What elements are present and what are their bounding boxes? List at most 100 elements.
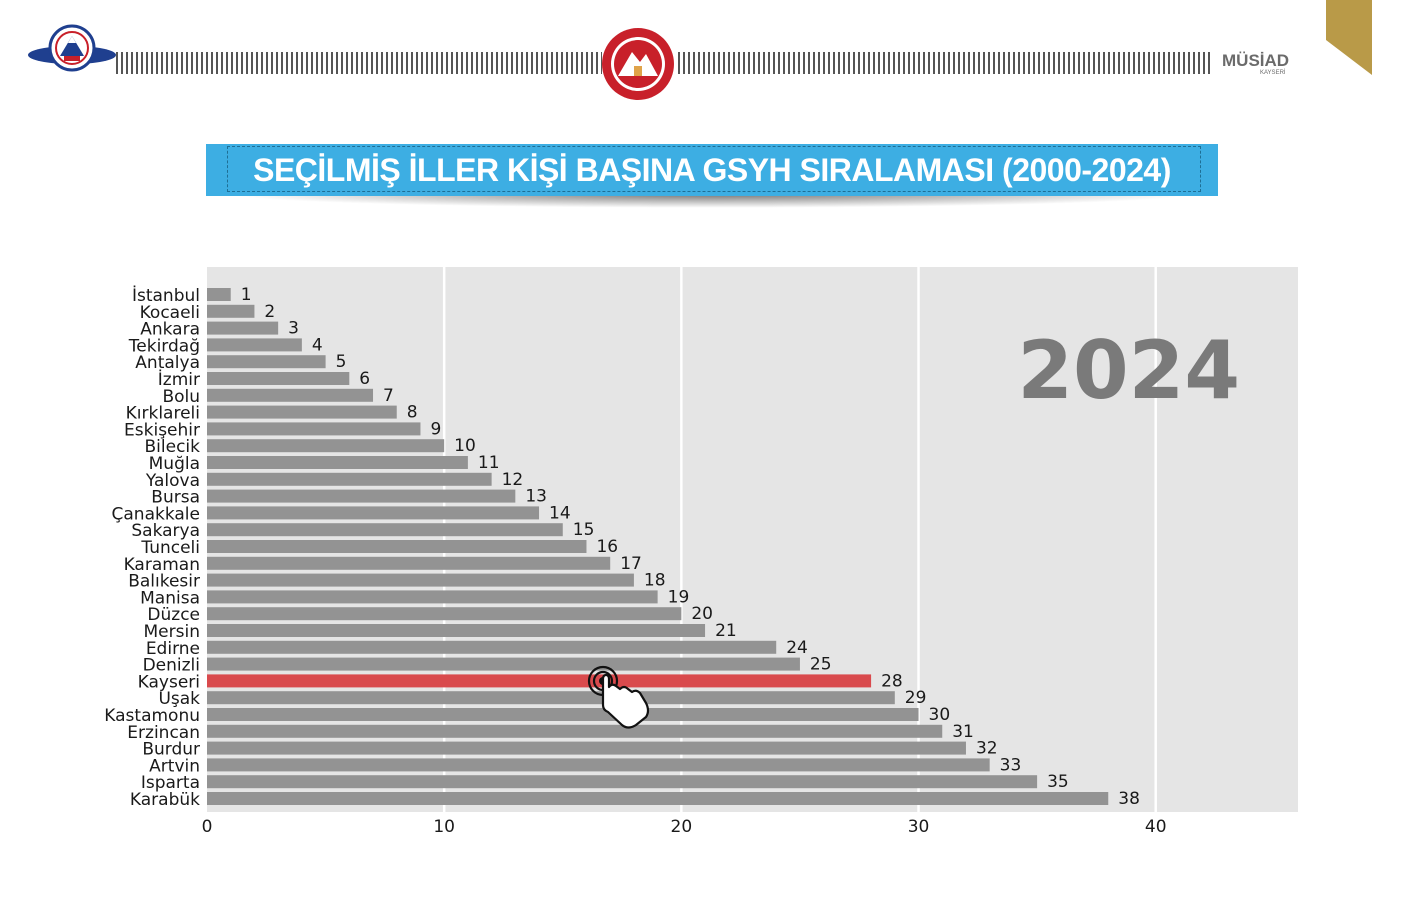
- bar: [207, 405, 397, 419]
- category-label: Bolu: [162, 387, 200, 407]
- bar-value-label: 25: [810, 655, 832, 675]
- bar: [207, 338, 302, 352]
- bar: [207, 556, 611, 570]
- bar: [207, 288, 231, 301]
- category-label: Kırklareli: [126, 404, 200, 424]
- bar-value-label: 30: [929, 705, 951, 725]
- bar: [207, 792, 1109, 805]
- bar-value-label: 12: [502, 470, 524, 490]
- bar: [207, 456, 468, 469]
- bar-value-label: 19: [668, 587, 690, 607]
- bar-value-label: 9: [430, 419, 441, 439]
- bar: [207, 775, 1038, 789]
- bar-value-label: 21: [715, 621, 737, 641]
- category-label: Kayseri: [138, 672, 200, 692]
- bar-value-label: 7: [383, 386, 394, 406]
- category-label: Uşak: [158, 689, 200, 709]
- bar-value-label: 28: [881, 671, 903, 691]
- value-labels: 1234567891011121314151617181920212425282…: [241, 285, 1140, 809]
- bar: [207, 372, 350, 385]
- bar-value-label: 29: [905, 688, 927, 708]
- category-label: Bursa: [151, 488, 200, 508]
- bar: [207, 758, 990, 772]
- category-label: Balıkesir: [128, 572, 200, 592]
- category-label: İstanbul: [132, 285, 200, 306]
- bar: [207, 506, 540, 520]
- header: MÜSİAD KAYSERİ: [0, 0, 1423, 110]
- category-label: Çanakkale: [112, 504, 200, 524]
- category-label: Eskişehir: [124, 420, 200, 440]
- category-label: Tekirdağ: [128, 336, 200, 356]
- category-label: Bilecik: [145, 437, 201, 457]
- bar-value-label: 16: [596, 537, 618, 557]
- bar-value-label: 32: [976, 739, 998, 759]
- bar: [207, 321, 279, 335]
- bar-value-label: 14: [549, 503, 571, 523]
- bar: [207, 640, 777, 654]
- category-labels: İstanbulKocaeliAnkaraTekirdağAntalyaİzmi…: [104, 285, 200, 810]
- bar: [207, 691, 895, 705]
- grid-lines: [442, 267, 1157, 812]
- bar: [207, 422, 421, 436]
- bar-value-label: 10: [454, 436, 476, 456]
- bar-value-label: 31: [952, 722, 974, 742]
- musiad-logo-text: MÜSİAD: [1222, 51, 1289, 70]
- plot-area: [207, 267, 1298, 812]
- bar: [207, 590, 658, 604]
- title-banner-border: [227, 146, 1201, 192]
- bar: [207, 573, 634, 587]
- title-shadow: [228, 194, 1196, 208]
- x-tick-label: 10: [433, 817, 455, 837]
- header-stripe-left: [116, 52, 602, 74]
- bar-value-label: 13: [525, 487, 547, 507]
- bar: [207, 540, 587, 553]
- musiad-logo: MÜSİAD KAYSERİ: [1222, 51, 1289, 76]
- bar-value-label: 2: [264, 302, 275, 322]
- bar-value-label: 5: [336, 352, 347, 372]
- bar-value-label: 3: [288, 319, 299, 339]
- bar-value-label: 4: [312, 335, 323, 355]
- bar: [207, 657, 800, 671]
- category-label: Isparta: [141, 773, 200, 793]
- x-tick-label: 40: [1145, 817, 1167, 837]
- bar-value-label: 18: [644, 571, 666, 591]
- category-label: Karaman: [124, 555, 200, 575]
- category-label: Kastamonu: [104, 706, 200, 726]
- bar: [207, 624, 706, 637]
- category-label: İzmir: [158, 369, 200, 390]
- corner-accent: [1326, 0, 1372, 75]
- category-label: Manisa: [140, 588, 200, 608]
- bar-highlight: [207, 674, 872, 688]
- bar: [207, 607, 682, 621]
- category-label: Sakarya: [131, 521, 200, 541]
- category-label: Denizli: [143, 656, 200, 676]
- bar: [207, 472, 492, 486]
- bar-value-label: 33: [1000, 755, 1022, 775]
- year-label: 2024: [1017, 324, 1240, 417]
- bar-value-label: 24: [786, 638, 808, 658]
- category-label: Antalya: [135, 353, 200, 373]
- bar: [207, 355, 326, 369]
- musiad-logo-sub: KAYSERİ: [1260, 69, 1286, 76]
- x-tick-label: 0: [202, 817, 213, 837]
- x-tick-label: 30: [908, 817, 930, 837]
- category-label: Edirne: [146, 639, 200, 659]
- category-label: Burdur: [142, 740, 200, 760]
- title-banner: [206, 144, 1218, 196]
- x-axis-ticks: 0 10 20 30 40: [202, 817, 1167, 837]
- category-label: Ankara: [140, 320, 200, 340]
- x-tick-label: 20: [671, 817, 693, 837]
- bar-value-label: 38: [1118, 789, 1140, 809]
- bar: [207, 489, 516, 503]
- bar-value-label: 20: [691, 604, 713, 624]
- bar-value-label: 8: [407, 403, 418, 423]
- category-label: Kocaeli: [140, 303, 200, 323]
- bar-value-label: 6: [359, 369, 370, 389]
- kayseri-valiligi-logo: [602, 28, 674, 100]
- bar: [207, 304, 255, 318]
- category-label: Tunceli: [140, 538, 200, 558]
- bar: [207, 724, 943, 738]
- pointer-hand-icon: [587, 665, 650, 729]
- category-label: Karabük: [130, 790, 200, 810]
- bar-value-label: 15: [573, 520, 595, 540]
